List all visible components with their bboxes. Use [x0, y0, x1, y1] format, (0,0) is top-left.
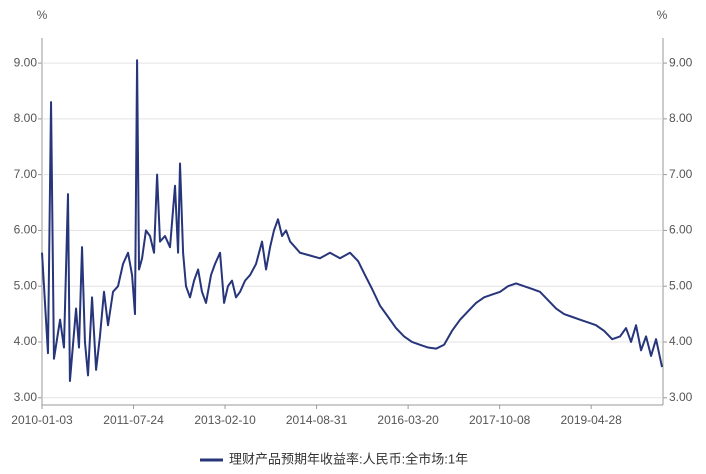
y-tick-label: 5.00 [14, 278, 38, 292]
data-line [41, 59, 664, 383]
y-tick-label: 8.00 [14, 111, 38, 125]
y2-unit-label: % [657, 8, 668, 22]
x-tick-label: 2014-08-31 [286, 413, 348, 427]
x-tick-label: 2016-03-20 [377, 413, 439, 427]
y2-tick-label: 8.00 [669, 111, 693, 125]
x-tick-label: 2010-01-03 [11, 413, 73, 427]
x-tick-label: 2013-02-10 [194, 413, 256, 427]
y-unit-label: % [37, 8, 48, 22]
y2-tick-label: 3.00 [669, 390, 693, 404]
y2-tick-label: 6.00 [669, 223, 693, 237]
y2-tick-label: 7.00 [669, 167, 693, 181]
x-tick-label: 2019-04-28 [560, 413, 622, 427]
legend-label: 理财产品预期年收益率:人民币:全市场:1年 [229, 451, 468, 466]
y2-tick-label: 5.00 [669, 278, 693, 292]
y2-tick-label: 4.00 [669, 334, 693, 348]
x-tick-label: 2011-07-24 [103, 413, 164, 427]
y-tick-label: 9.00 [14, 55, 38, 69]
y-tick-label: 6.00 [14, 223, 38, 237]
y2-tick-label: 9.00 [669, 55, 693, 69]
x-tick-label: 2017-10-08 [469, 413, 531, 427]
y-tick-label: 4.00 [14, 334, 38, 348]
y-tick-label: 7.00 [14, 167, 38, 181]
y-tick-label: 3.00 [14, 390, 38, 404]
